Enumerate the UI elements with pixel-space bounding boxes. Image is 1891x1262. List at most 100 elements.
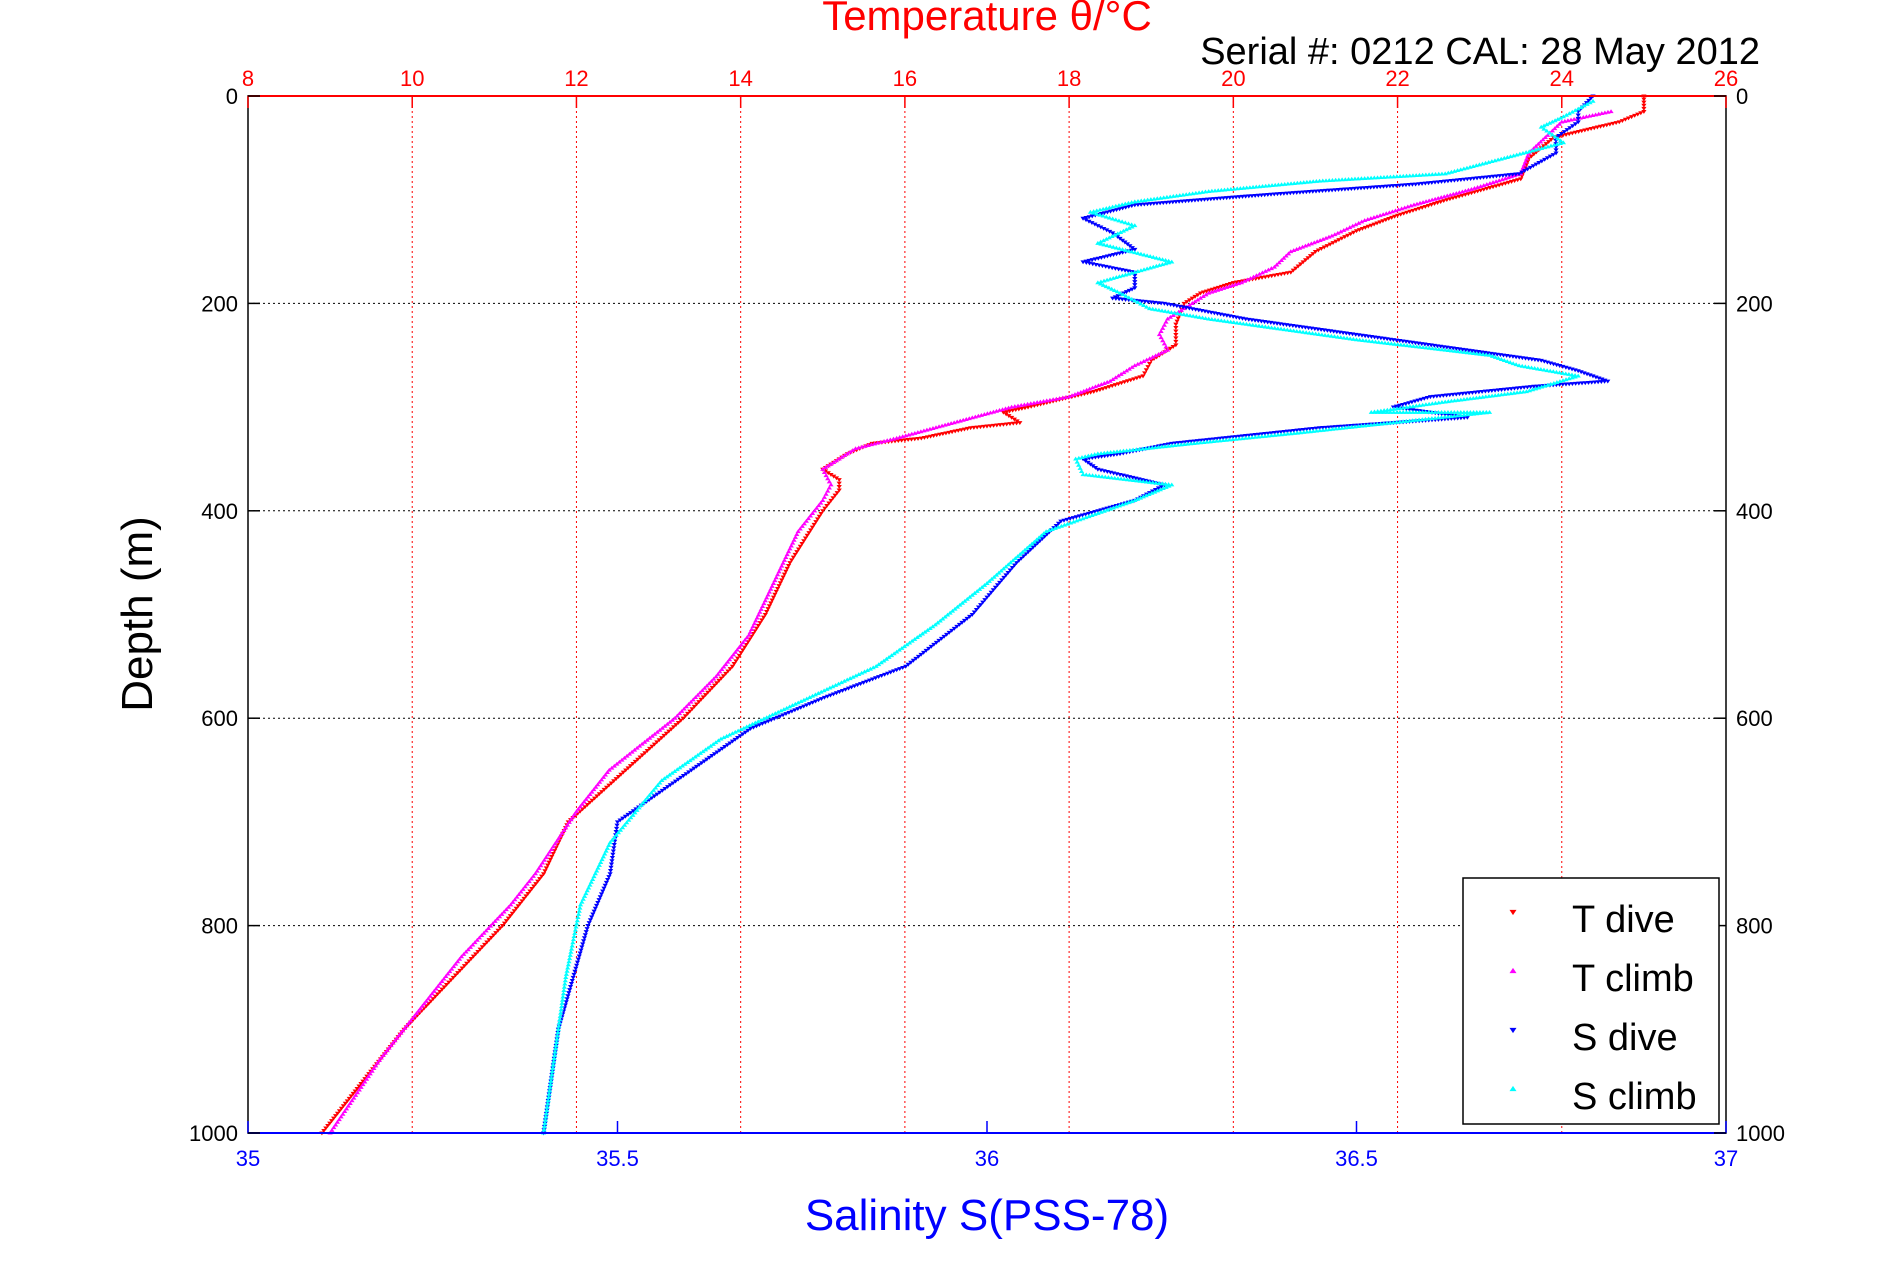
data-point (1095, 510, 1101, 515)
data-point (1556, 133, 1562, 138)
data-point (984, 411, 991, 416)
data-point (1328, 333, 1334, 338)
data-point (388, 1043, 394, 1048)
data-point (549, 854, 555, 859)
data-point (1162, 261, 1169, 266)
data-point (1593, 375, 1599, 380)
data-point (875, 440, 881, 445)
data-point (626, 817, 632, 822)
data-point (940, 616, 946, 621)
data-point (1455, 168, 1461, 173)
data-point (679, 763, 686, 768)
data-point (566, 820, 572, 824)
data-point (546, 860, 552, 865)
data-point (1107, 378, 1113, 383)
data-point (710, 742, 716, 746)
data-point (1265, 324, 1272, 329)
data-point (390, 1040, 396, 1045)
data-point (521, 896, 527, 901)
data-point (1423, 172, 1429, 177)
data-point (1526, 149, 1532, 154)
data-point (1109, 286, 1115, 291)
data-point (1119, 273, 1126, 278)
data-point (787, 546, 793, 551)
data-point (986, 593, 992, 598)
data-point (1223, 437, 1229, 442)
data-point (543, 1114, 549, 1119)
data-point (1034, 400, 1040, 405)
data-point (1531, 152, 1537, 157)
data-point (1498, 156, 1504, 161)
data-point (673, 723, 679, 728)
data-point (584, 803, 590, 807)
data-point (541, 1127, 547, 1132)
data-point (556, 1020, 562, 1025)
data-point (1147, 254, 1153, 259)
data-point (1095, 451, 1101, 456)
data-point (1336, 177, 1342, 182)
data-point (1196, 314, 1202, 319)
data-point (461, 952, 467, 956)
data-point (585, 794, 591, 799)
data-point (1122, 220, 1128, 225)
data-point (1124, 448, 1130, 453)
data-point (1470, 395, 1476, 400)
data-point (1539, 159, 1545, 164)
data-point (524, 881, 530, 886)
data-point (1162, 258, 1169, 262)
data-point (443, 974, 449, 979)
data-point (1368, 422, 1374, 427)
data-point (1076, 462, 1082, 467)
data-point (652, 731, 658, 736)
data-point (1317, 238, 1323, 242)
data-point (647, 735, 653, 740)
data-point (1310, 179, 1316, 184)
data-point (1486, 159, 1492, 164)
data-point (1154, 488, 1161, 493)
data-point (1483, 394, 1489, 399)
data-point (1397, 174, 1403, 178)
data-point (1602, 110, 1608, 115)
data-point (1525, 153, 1531, 158)
data-point (1256, 271, 1263, 276)
data-point (550, 852, 556, 856)
data-point (1265, 433, 1271, 438)
data-point (1206, 290, 1212, 295)
data-point (1134, 478, 1140, 483)
data-point (981, 412, 988, 417)
data-point (1348, 232, 1354, 237)
data-point (511, 909, 517, 914)
data-point (555, 1026, 561, 1031)
data-point (971, 610, 977, 615)
data-point (1113, 203, 1119, 208)
data-point (1326, 427, 1333, 432)
data-point (374, 1060, 381, 1065)
data-point (1426, 172, 1432, 177)
data-point (1371, 422, 1377, 427)
data-point (384, 1048, 390, 1053)
data-point (1439, 347, 1445, 352)
data-point (982, 598, 988, 603)
data-point (1071, 519, 1077, 524)
data-point (853, 673, 859, 678)
data-point (1529, 387, 1536, 392)
data-point (1330, 426, 1336, 431)
data-point (1377, 220, 1383, 225)
data-point (1487, 181, 1493, 186)
data-point (617, 827, 624, 832)
data-point (334, 1111, 341, 1116)
data-point (567, 985, 574, 989)
data-point (1550, 153, 1556, 157)
data-point (888, 670, 894, 675)
data-point (599, 790, 605, 794)
data-point (832, 493, 838, 498)
data-point (942, 422, 948, 427)
data-point (909, 431, 915, 436)
data-point (927, 426, 933, 431)
data-point (1285, 431, 1291, 436)
data-point (751, 621, 757, 626)
data-point (1473, 163, 1479, 168)
data-point (1553, 369, 1560, 374)
data-point (497, 926, 503, 931)
data-point (1605, 109, 1611, 114)
